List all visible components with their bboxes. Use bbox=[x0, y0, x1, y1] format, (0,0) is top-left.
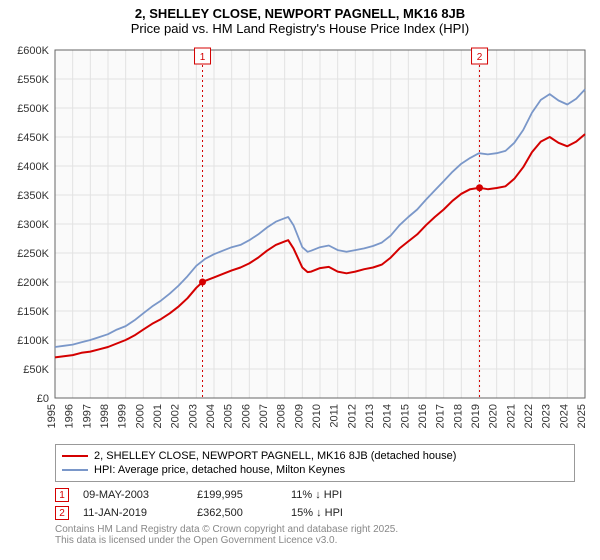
svg-text:2016: 2016 bbox=[417, 404, 429, 428]
legend-box: 2, SHELLEY CLOSE, NEWPORT PAGNELL, MK16 … bbox=[55, 444, 575, 482]
svg-text:2023: 2023 bbox=[541, 404, 553, 428]
sale-price: £199,995 bbox=[197, 489, 277, 501]
svg-text:2000: 2000 bbox=[134, 404, 146, 428]
svg-text:2013: 2013 bbox=[364, 404, 376, 428]
legend-item-hpi: HPI: Average price, detached house, Milt… bbox=[62, 463, 568, 477]
legend-label: HPI: Average price, detached house, Milt… bbox=[94, 464, 345, 476]
svg-text:2012: 2012 bbox=[346, 404, 358, 428]
svg-text:2008: 2008 bbox=[276, 404, 288, 428]
svg-text:2025: 2025 bbox=[576, 404, 588, 428]
legend-swatch bbox=[62, 469, 88, 471]
svg-text:1999: 1999 bbox=[117, 404, 129, 428]
svg-text:£350K: £350K bbox=[17, 190, 49, 202]
svg-text:£250K: £250K bbox=[17, 248, 49, 260]
sale-row-1: 1 09-MAY-2003 £199,995 11% ↓ HPI bbox=[55, 486, 575, 504]
svg-text:2003: 2003 bbox=[187, 404, 199, 428]
svg-text:2007: 2007 bbox=[258, 404, 270, 428]
svg-text:2002: 2002 bbox=[170, 404, 182, 428]
svg-text:£450K: £450K bbox=[17, 132, 49, 144]
svg-text:1: 1 bbox=[200, 52, 206, 63]
svg-text:1997: 1997 bbox=[81, 404, 93, 428]
svg-text:£100K: £100K bbox=[17, 335, 49, 347]
svg-text:2011: 2011 bbox=[329, 404, 341, 428]
svg-text:£0: £0 bbox=[37, 393, 49, 405]
title-block: 2, SHELLEY CLOSE, NEWPORT PAGNELL, MK16 … bbox=[0, 0, 600, 38]
svg-text:1996: 1996 bbox=[64, 404, 76, 428]
sale-row-2: 2 11-JAN-2019 £362,500 15% ↓ HPI bbox=[55, 504, 575, 522]
svg-text:2015: 2015 bbox=[399, 404, 411, 428]
svg-text:2019: 2019 bbox=[470, 404, 482, 428]
svg-text:£400K: £400K bbox=[17, 161, 49, 173]
svg-text:£600K: £600K bbox=[17, 45, 49, 57]
svg-text:2005: 2005 bbox=[223, 404, 235, 428]
svg-text:2018: 2018 bbox=[452, 404, 464, 428]
svg-text:2010: 2010 bbox=[311, 404, 323, 428]
svg-text:2022: 2022 bbox=[523, 404, 535, 428]
svg-text:2021: 2021 bbox=[505, 404, 517, 428]
svg-text:£50K: £50K bbox=[23, 364, 49, 376]
footer-attribution: Contains HM Land Registry data © Crown c… bbox=[55, 524, 575, 546]
sale-hpi-delta: 15% ↓ HPI bbox=[291, 507, 371, 519]
svg-text:£500K: £500K bbox=[17, 103, 49, 115]
sales-table: 1 09-MAY-2003 £199,995 11% ↓ HPI 2 11-JA… bbox=[55, 486, 575, 522]
svg-text:2014: 2014 bbox=[382, 404, 394, 428]
sale-marker-icon: 1 bbox=[55, 488, 69, 502]
sale-date: 11-JAN-2019 bbox=[83, 507, 183, 519]
svg-text:2: 2 bbox=[477, 52, 483, 63]
chart-container: 2, SHELLEY CLOSE, NEWPORT PAGNELL, MK16 … bbox=[0, 0, 600, 560]
svg-text:2024: 2024 bbox=[558, 404, 570, 428]
svg-text:1998: 1998 bbox=[99, 404, 111, 428]
svg-text:2004: 2004 bbox=[205, 404, 217, 428]
svg-text:£150K: £150K bbox=[17, 306, 49, 318]
svg-text:2006: 2006 bbox=[240, 404, 252, 428]
svg-text:£300K: £300K bbox=[17, 219, 49, 231]
sale-price: £362,500 bbox=[197, 507, 277, 519]
svg-text:£550K: £550K bbox=[17, 74, 49, 86]
svg-text:1995: 1995 bbox=[46, 404, 58, 428]
svg-text:2001: 2001 bbox=[152, 404, 164, 428]
legend-item-price-paid: 2, SHELLEY CLOSE, NEWPORT PAGNELL, MK16 … bbox=[62, 449, 568, 463]
legend-swatch bbox=[62, 455, 88, 457]
legend-label: 2, SHELLEY CLOSE, NEWPORT PAGNELL, MK16 … bbox=[94, 450, 456, 462]
svg-text:2017: 2017 bbox=[435, 404, 447, 428]
title-subtitle: Price paid vs. HM Land Registry's House … bbox=[0, 21, 600, 36]
title-address: 2, SHELLEY CLOSE, NEWPORT PAGNELL, MK16 … bbox=[0, 6, 600, 21]
sale-hpi-delta: 11% ↓ HPI bbox=[291, 489, 371, 501]
svg-text:2020: 2020 bbox=[488, 404, 500, 428]
chart-svg: £0 £50K £100K £150K £200K £250K £300K £350K £400… bbox=[0, 38, 600, 438]
chart-plot-area: £0 £50K £100K £150K £200K £250K £300K £350K £400… bbox=[0, 38, 600, 438]
sale-date: 09-MAY-2003 bbox=[83, 489, 183, 501]
sale-marker-icon: 2 bbox=[55, 506, 69, 520]
svg-text:£200K: £200K bbox=[17, 277, 49, 289]
svg-text:2009: 2009 bbox=[293, 404, 305, 428]
